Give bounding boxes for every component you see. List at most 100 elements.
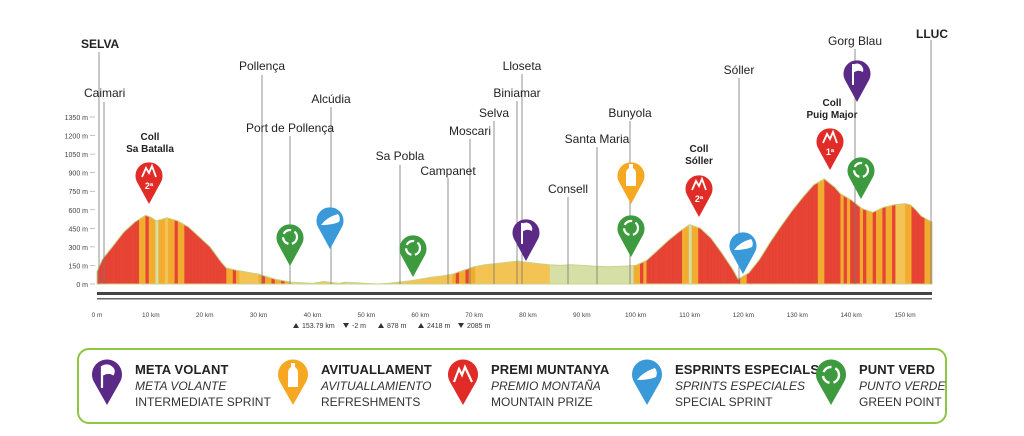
gradient-stripe xyxy=(539,178,544,284)
legend-title-en: MOUNTAIN PRIZE xyxy=(491,395,593,409)
gradient-stripe xyxy=(872,178,877,284)
y-tick-label: 750 m xyxy=(69,189,89,196)
gradient-stripe xyxy=(640,178,644,284)
gradient-stripe xyxy=(924,178,928,284)
gradient-stripe xyxy=(394,178,398,284)
gradient-stripe xyxy=(782,178,786,284)
gradient-stripe xyxy=(785,178,789,284)
gradient-stripe xyxy=(863,178,867,284)
gradient-stripe xyxy=(840,178,844,284)
x-tick-label: 20 km xyxy=(196,312,214,319)
gradient-stripe xyxy=(882,178,886,284)
legend-title-es: AVITUALLAMIENTO xyxy=(321,379,432,393)
place-label: SELVA xyxy=(81,37,120,51)
gradient-stripe xyxy=(226,178,230,284)
gradient-stripe xyxy=(672,178,676,284)
gradient-stripe xyxy=(391,178,395,284)
gradient-stripe xyxy=(652,178,657,284)
bottle-icon xyxy=(626,164,636,186)
gradient-stripe xyxy=(830,178,835,284)
y-tick-label: 1350 m xyxy=(65,115,89,122)
x-tick-label: 80 km xyxy=(519,312,537,319)
mountain-marker: 2ª xyxy=(685,175,713,217)
legend-title-en: SPECIAL SPRINT xyxy=(675,395,773,409)
stat-value: 878 m xyxy=(387,323,407,330)
gradient-stripe xyxy=(116,178,120,284)
x-tick-label: 70 km xyxy=(465,312,483,319)
gradient-stripe xyxy=(164,178,169,284)
gradient-stripe xyxy=(339,178,343,284)
x-tick-label: 130 km xyxy=(787,312,808,319)
col-label: Coll xyxy=(141,132,160,143)
gradient-stripe xyxy=(517,178,521,284)
gradient-stripe xyxy=(636,178,641,284)
gradient-stripe xyxy=(876,178,880,284)
col-label: Sa Batalla xyxy=(126,144,174,155)
gradient-stripe xyxy=(148,178,153,284)
gradient-stripe xyxy=(135,178,140,284)
green-marker xyxy=(276,224,304,266)
gradient-stripe xyxy=(918,178,922,284)
gradient-stripe xyxy=(387,178,392,284)
col-label: Sóller xyxy=(685,156,713,167)
marker-pin xyxy=(135,162,163,204)
flag-icon xyxy=(522,222,533,232)
category-label: 2ª xyxy=(145,181,154,191)
descent-icon xyxy=(343,323,349,328)
gradient-stripe xyxy=(494,178,499,284)
bottle-pin-icon xyxy=(278,359,308,405)
distance-bar xyxy=(97,292,932,295)
gradient-stripe xyxy=(210,178,214,284)
mountain-icon xyxy=(822,129,838,144)
mountain-icon xyxy=(141,163,157,178)
place-label: Gorg Blau xyxy=(828,34,882,48)
gradient-stripe xyxy=(197,178,201,284)
place-label: Biniamar xyxy=(493,86,540,100)
gradient-stripe xyxy=(200,178,204,284)
marker-pin xyxy=(816,128,844,170)
gradient-stripe xyxy=(533,178,537,284)
x-tick-label: 10 km xyxy=(142,312,160,319)
gradient-stripe xyxy=(145,178,149,284)
gradient-stripe xyxy=(213,178,217,284)
gradient-stripe xyxy=(675,178,680,284)
gradient-stripe xyxy=(821,178,825,284)
place-label: Consell xyxy=(548,182,588,196)
gradient-stripe xyxy=(109,178,114,284)
gradient-stripe xyxy=(843,178,848,284)
gradient-stripe xyxy=(801,178,806,284)
descent-icon xyxy=(458,323,464,328)
gradient-stripe xyxy=(759,178,764,284)
gradient-stripe xyxy=(866,178,870,284)
gradient-stripe xyxy=(850,178,854,284)
gradient-stripe xyxy=(775,178,780,284)
gradient-stripe xyxy=(730,178,734,284)
marker-pin xyxy=(685,175,713,217)
place-label: Port de Pollença xyxy=(246,121,334,135)
category-label: 2ª xyxy=(695,194,704,204)
gradient-stripe xyxy=(659,178,663,284)
mountain-pin-icon xyxy=(448,359,478,405)
legend-title-es: META VOLANTE xyxy=(135,379,227,393)
y-tick-label: 300 m xyxy=(69,245,89,252)
gradient-stripe xyxy=(791,178,796,284)
gradient-stripe xyxy=(914,178,919,284)
gradient-stripe xyxy=(229,178,233,284)
gradient-stripe xyxy=(530,178,534,284)
place-label: Caimari xyxy=(84,86,125,100)
gradient-stripe xyxy=(543,178,547,284)
flag-pin-icon xyxy=(92,359,122,405)
gradient-stripe xyxy=(122,178,127,284)
gradient-stripe xyxy=(174,178,179,284)
x-tick-label: 140 km xyxy=(841,312,862,319)
gradient-stripe xyxy=(643,178,647,284)
gradient-stripe xyxy=(817,178,822,284)
legend-title: AVITUALLAMENT xyxy=(321,362,432,377)
x-axis: 0 m 10 km 20 km 30 km 40 km 50 km 60 km 70 km 80… xyxy=(92,292,932,319)
gradient-stripe xyxy=(132,178,137,284)
stat-value: -2 m xyxy=(352,323,366,330)
x-tick-label: 150 km xyxy=(894,312,915,319)
place-label: Bunyola xyxy=(608,106,652,120)
gradient-stripe xyxy=(433,178,437,284)
green-marker xyxy=(847,157,875,199)
